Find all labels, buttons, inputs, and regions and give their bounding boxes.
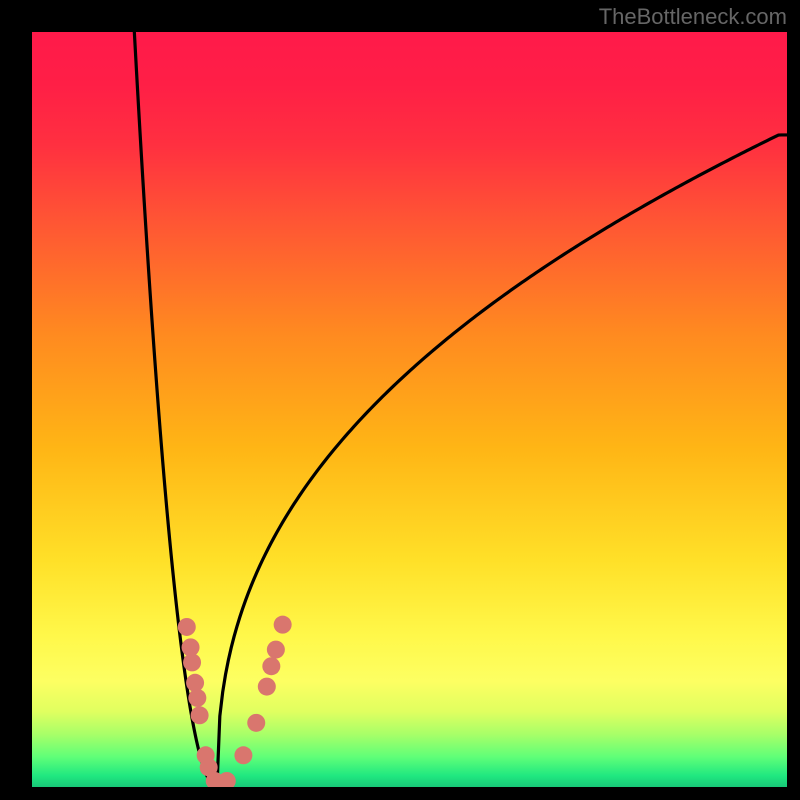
data-marker [267, 641, 285, 659]
data-marker [274, 616, 292, 634]
watermark-text: TheBottleneck.com [599, 4, 787, 30]
data-marker [258, 678, 276, 696]
data-marker [188, 689, 206, 707]
data-marker [186, 674, 204, 692]
plot-area [32, 32, 787, 787]
chart-container: TheBottleneck.com [0, 0, 800, 800]
data-marker [247, 714, 265, 732]
curve-right-branch [217, 135, 787, 787]
data-marker [262, 657, 280, 675]
data-marker [183, 653, 201, 671]
data-marker [178, 618, 196, 636]
curve-left-branch [132, 32, 217, 787]
chart-curves [32, 32, 787, 787]
data-marker [191, 706, 209, 724]
marker-group [178, 616, 292, 787]
data-marker [234, 746, 252, 764]
